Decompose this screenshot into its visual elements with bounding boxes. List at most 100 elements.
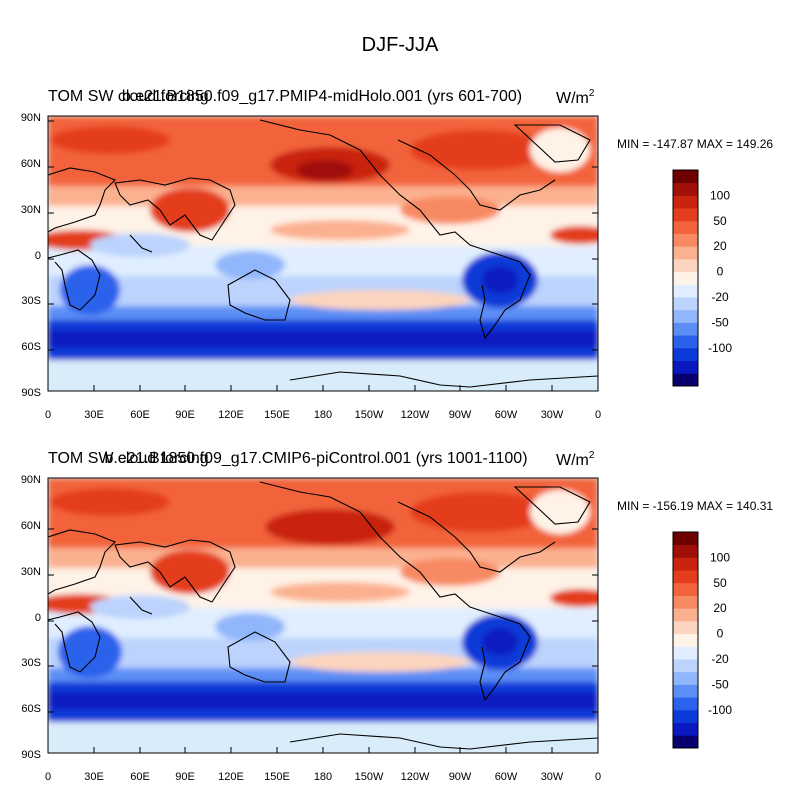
map-panel-1: TOM SW cloud forcing b.e21.B1850.f09_g17…	[21, 88, 774, 421]
lon-label: 90E	[175, 409, 195, 421]
lat-label: 30N	[21, 204, 41, 216]
lon-label: 60W	[495, 771, 518, 783]
colorbar-swatch	[673, 182, 698, 196]
colorbar-swatch	[673, 195, 698, 209]
lon-label: 0	[595, 771, 601, 783]
lon-label: 60E	[130, 409, 150, 421]
colorbar-label: 0	[717, 265, 724, 279]
panel-1-coastlines	[48, 119, 598, 388]
panel-2-lon-labels: 0 30E 60E 90E 120E 150E 180 150W 120W 90…	[45, 771, 601, 783]
lon-label: 0	[45, 409, 51, 421]
panel-2-lat-labels: 90N 60N 30N 0 30S 60S 90S	[21, 474, 41, 761]
colorbar-swatch	[673, 735, 698, 749]
colorbar-swatch	[673, 620, 698, 635]
colorbar-swatch	[673, 633, 698, 647]
lon-label: 120W	[401, 771, 430, 783]
lon-label: 0	[595, 409, 601, 421]
lon-label: 120E	[218, 409, 244, 421]
lat-label: 30N	[21, 566, 41, 578]
colorbar-swatch	[673, 544, 698, 558]
colorbar-swatch	[673, 335, 698, 349]
colorbar-label: -100	[708, 703, 732, 717]
panel-2-field	[48, 478, 598, 753]
lat-label: 90N	[21, 112, 41, 124]
lon-label: 90E	[175, 771, 195, 783]
lat-label: 60N	[21, 158, 41, 170]
lon-label: 150W	[355, 409, 384, 421]
panel-1-title-left: TOM SW cloud forcing	[48, 88, 209, 105]
colorbar-swatch	[673, 557, 698, 571]
lon-label: 30W	[541, 409, 564, 421]
lat-label: 60S	[21, 341, 41, 353]
colorbar-swatch	[673, 208, 698, 222]
colorbar-swatch	[673, 271, 698, 285]
panel-1-lat-labels: 90N 60N 30N 0 30S 60S 90S	[21, 112, 41, 399]
lon-label: 120W	[401, 409, 430, 421]
colorbar-swatch	[673, 309, 698, 323]
colorbar-swatch	[673, 608, 698, 622]
panel-2-title-left: TOM SW cloud forcing	[48, 450, 209, 467]
colorbar-swatch	[673, 297, 698, 311]
lon-label: 120E	[218, 771, 244, 783]
colorbar-label: -20	[711, 290, 729, 304]
colorbar-swatch	[673, 532, 698, 546]
lat-label: 90S	[21, 387, 41, 399]
colorbar-swatch	[673, 582, 698, 596]
colorbar-swatch	[673, 284, 698, 298]
colorbar-label: 100	[710, 188, 730, 202]
lon-label: 30E	[84, 409, 104, 421]
panel-2-ticks	[48, 528, 598, 753]
panel-2-colorbar: 100 50 20 0 -20 -50 -100	[672, 531, 732, 749]
colorbar-label: -20	[711, 652, 729, 666]
lon-label: 90W	[449, 409, 472, 421]
colorbar-label: 50	[713, 214, 727, 228]
map-panel-2: TOM SW cloud forcing b.e21.B1850.f09_g17…	[21, 450, 774, 783]
colorbar-label: -50	[711, 315, 729, 329]
panel-1-units: W/m2	[556, 88, 595, 107]
lat-label: 60S	[21, 703, 41, 715]
colorbar-label: 20	[713, 239, 727, 253]
lat-label: 30S	[21, 657, 41, 669]
colorbar-swatch	[673, 220, 698, 234]
colorbar-frame	[672, 169, 699, 387]
panel-2-coastlines	[48, 481, 598, 750]
lon-label: 30W	[541, 771, 564, 783]
lat-label: 0	[35, 250, 41, 262]
panel-1-field	[48, 116, 598, 391]
panel-1-title-center: b.e21.B1850.f09_g17.PMIP4-midHolo.001 (y…	[122, 88, 522, 105]
colorbar-swatch	[673, 684, 698, 698]
colorbar-swatch	[673, 697, 698, 711]
lon-label: 150E	[264, 409, 290, 421]
lon-label: 150W	[355, 771, 384, 783]
lat-label: 90S	[21, 749, 41, 761]
colorbar-label: 100	[710, 550, 730, 564]
colorbar-swatch	[673, 258, 698, 273]
lon-label: 0	[45, 771, 51, 783]
colorbar-swatch	[673, 170, 698, 184]
colorbar-label: -50	[711, 677, 729, 691]
colorbar-swatch	[673, 322, 698, 336]
colorbar-swatch	[673, 360, 698, 374]
colorbar-label: 0	[717, 627, 724, 641]
lat-label: 60N	[21, 520, 41, 532]
panel-2-title-center: b.e21.B1850.f09_g17.CMIP6-piControl.001 …	[104, 450, 527, 467]
colorbar-frame	[672, 531, 699, 749]
lon-label: 180	[314, 771, 332, 783]
panel-1-ticks	[48, 120, 598, 391]
panel-2-units: W/m2	[556, 450, 595, 469]
colorbar-swatch	[673, 595, 698, 609]
colorbar-swatch	[673, 373, 698, 387]
colorbar-label: -100	[708, 341, 732, 355]
panel-2-min-max: MIN = -156.19 MAX = 140.31	[617, 499, 773, 513]
lat-label: 0	[35, 612, 41, 624]
lon-label: 90W	[449, 771, 472, 783]
colorbar-swatch	[673, 246, 698, 260]
colorbar-swatch	[673, 671, 698, 685]
lon-label: 150E	[264, 771, 290, 783]
lon-label: 180	[314, 409, 332, 421]
colorbar-swatch	[673, 709, 698, 723]
figure-title: DJF-JJA	[362, 34, 439, 56]
lat-label: 30S	[21, 295, 41, 307]
lon-label: 60E	[130, 771, 150, 783]
